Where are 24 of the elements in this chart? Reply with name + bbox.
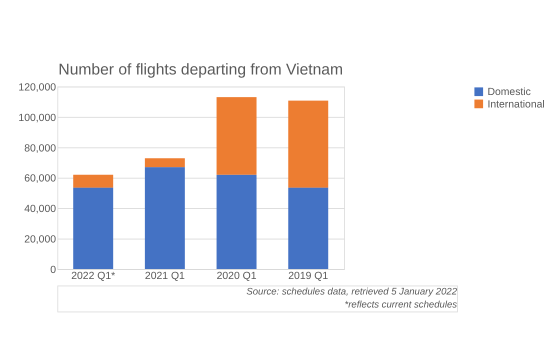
x-tick-label: 2020 Q1 [216, 270, 257, 282]
bar [216, 97, 257, 175]
bar [144, 167, 185, 269]
x-tick-label: 2019 Q1 [288, 270, 328, 282]
bar [216, 174, 257, 269]
y-tick-label: 60,000 [24, 174, 56, 185]
text: *reflects current schedules [344, 300, 458, 311]
source-note: Source: schedules data, retrieved 5 January 2022 [246, 286, 458, 298]
y-tick-label: 20,000 [24, 234, 56, 246]
legend-label: International [487, 99, 545, 110]
bar [73, 188, 114, 269]
x-tick-label: 2022 Q1* [71, 270, 116, 282]
y-tick-label: 120,000 [18, 82, 56, 94]
y-tick-label: 80,000 [24, 143, 56, 154]
x-tick-label: 2021 Q1 [144, 270, 186, 282]
bar [73, 174, 114, 188]
legend-label: Domestic [487, 87, 531, 98]
y-tick-label: 100,000 [18, 112, 56, 124]
bar [144, 158, 185, 168]
chart-title: Number of flights departing from Vietnam [58, 61, 343, 78]
bar [288, 188, 328, 269]
bar [288, 100, 328, 188]
y-tick-label: 0 [50, 264, 56, 276]
y-tick-label: 40,000 [24, 204, 56, 216]
